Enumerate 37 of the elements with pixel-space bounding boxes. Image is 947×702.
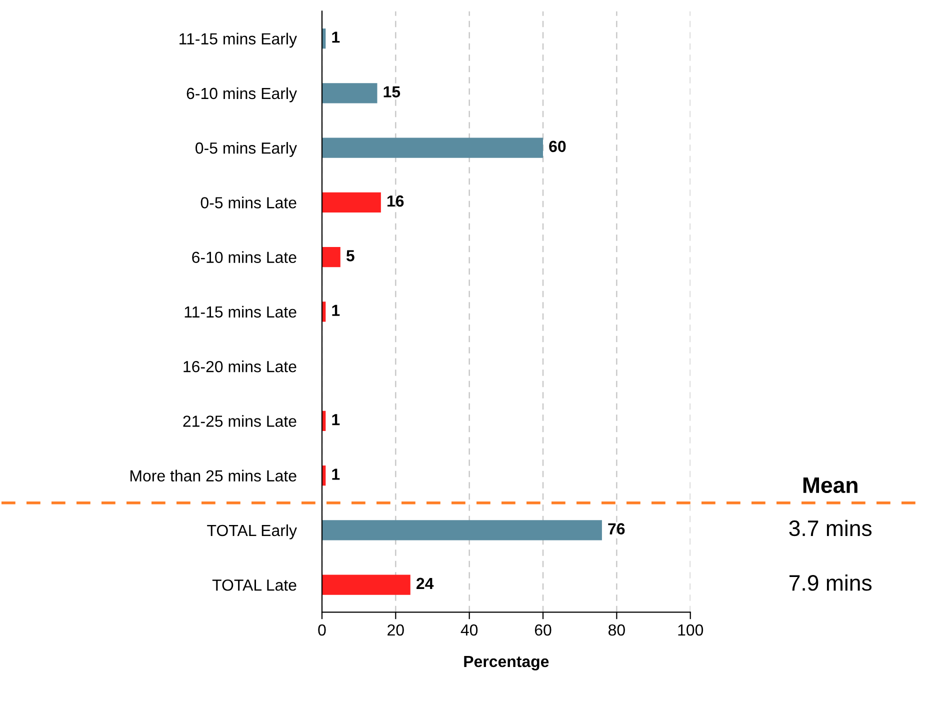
y-tick-label: 0-5 mins Late	[200, 196, 296, 208]
data-label: 16	[387, 195, 404, 207]
bar	[322, 192, 381, 213]
x-tick-label: 20	[388, 624, 404, 636]
y-tick-label: TOTAL Early	[207, 524, 297, 540]
data-label: 1	[332, 304, 340, 316]
bar	[322, 83, 378, 104]
x-axis-title: Percentage	[464, 656, 549, 670]
y-tick-label: 16-20 mins Late	[184, 360, 296, 372]
y-tick-label: 6-10 mins Early	[186, 87, 297, 102]
bar	[322, 246, 340, 268]
text: 3.7 mins	[789, 520, 872, 536]
x-tick-label: 80	[608, 624, 625, 636]
text: 7.9 mins	[790, 574, 872, 591]
y-tick-label: 11-15 mins Early	[180, 32, 297, 48]
y-tick-label: TOTAL Late	[212, 579, 296, 591]
data-label: 5	[346, 250, 354, 262]
x-tick-label: 100	[678, 624, 704, 636]
data-label: 1	[332, 32, 340, 43]
y-tick-label: 6-10 mins Late	[192, 251, 296, 264]
data-label: 60	[549, 140, 566, 152]
y-tick-label: 11-15 mins Late	[184, 306, 296, 318]
x-tick-label: 0	[318, 624, 326, 636]
bar	[322, 138, 544, 158]
y-tick-label: 21-25 mins Late	[183, 415, 296, 427]
bar	[322, 574, 410, 595]
data-label: 24	[416, 578, 434, 589]
y-tick-label: More than 25 mins Late	[130, 470, 296, 482]
text: Mean	[803, 478, 858, 494]
data-label: 15	[384, 86, 400, 98]
y-tick-label: 0-5 mins Early	[196, 142, 297, 157]
x-tick-label: 40	[460, 624, 478, 636]
x-tick-label: 60	[534, 624, 552, 636]
data-label: 1	[332, 468, 340, 480]
data-label: 76	[608, 523, 625, 534]
data-label: 1	[332, 414, 340, 426]
bar	[322, 520, 602, 540]
